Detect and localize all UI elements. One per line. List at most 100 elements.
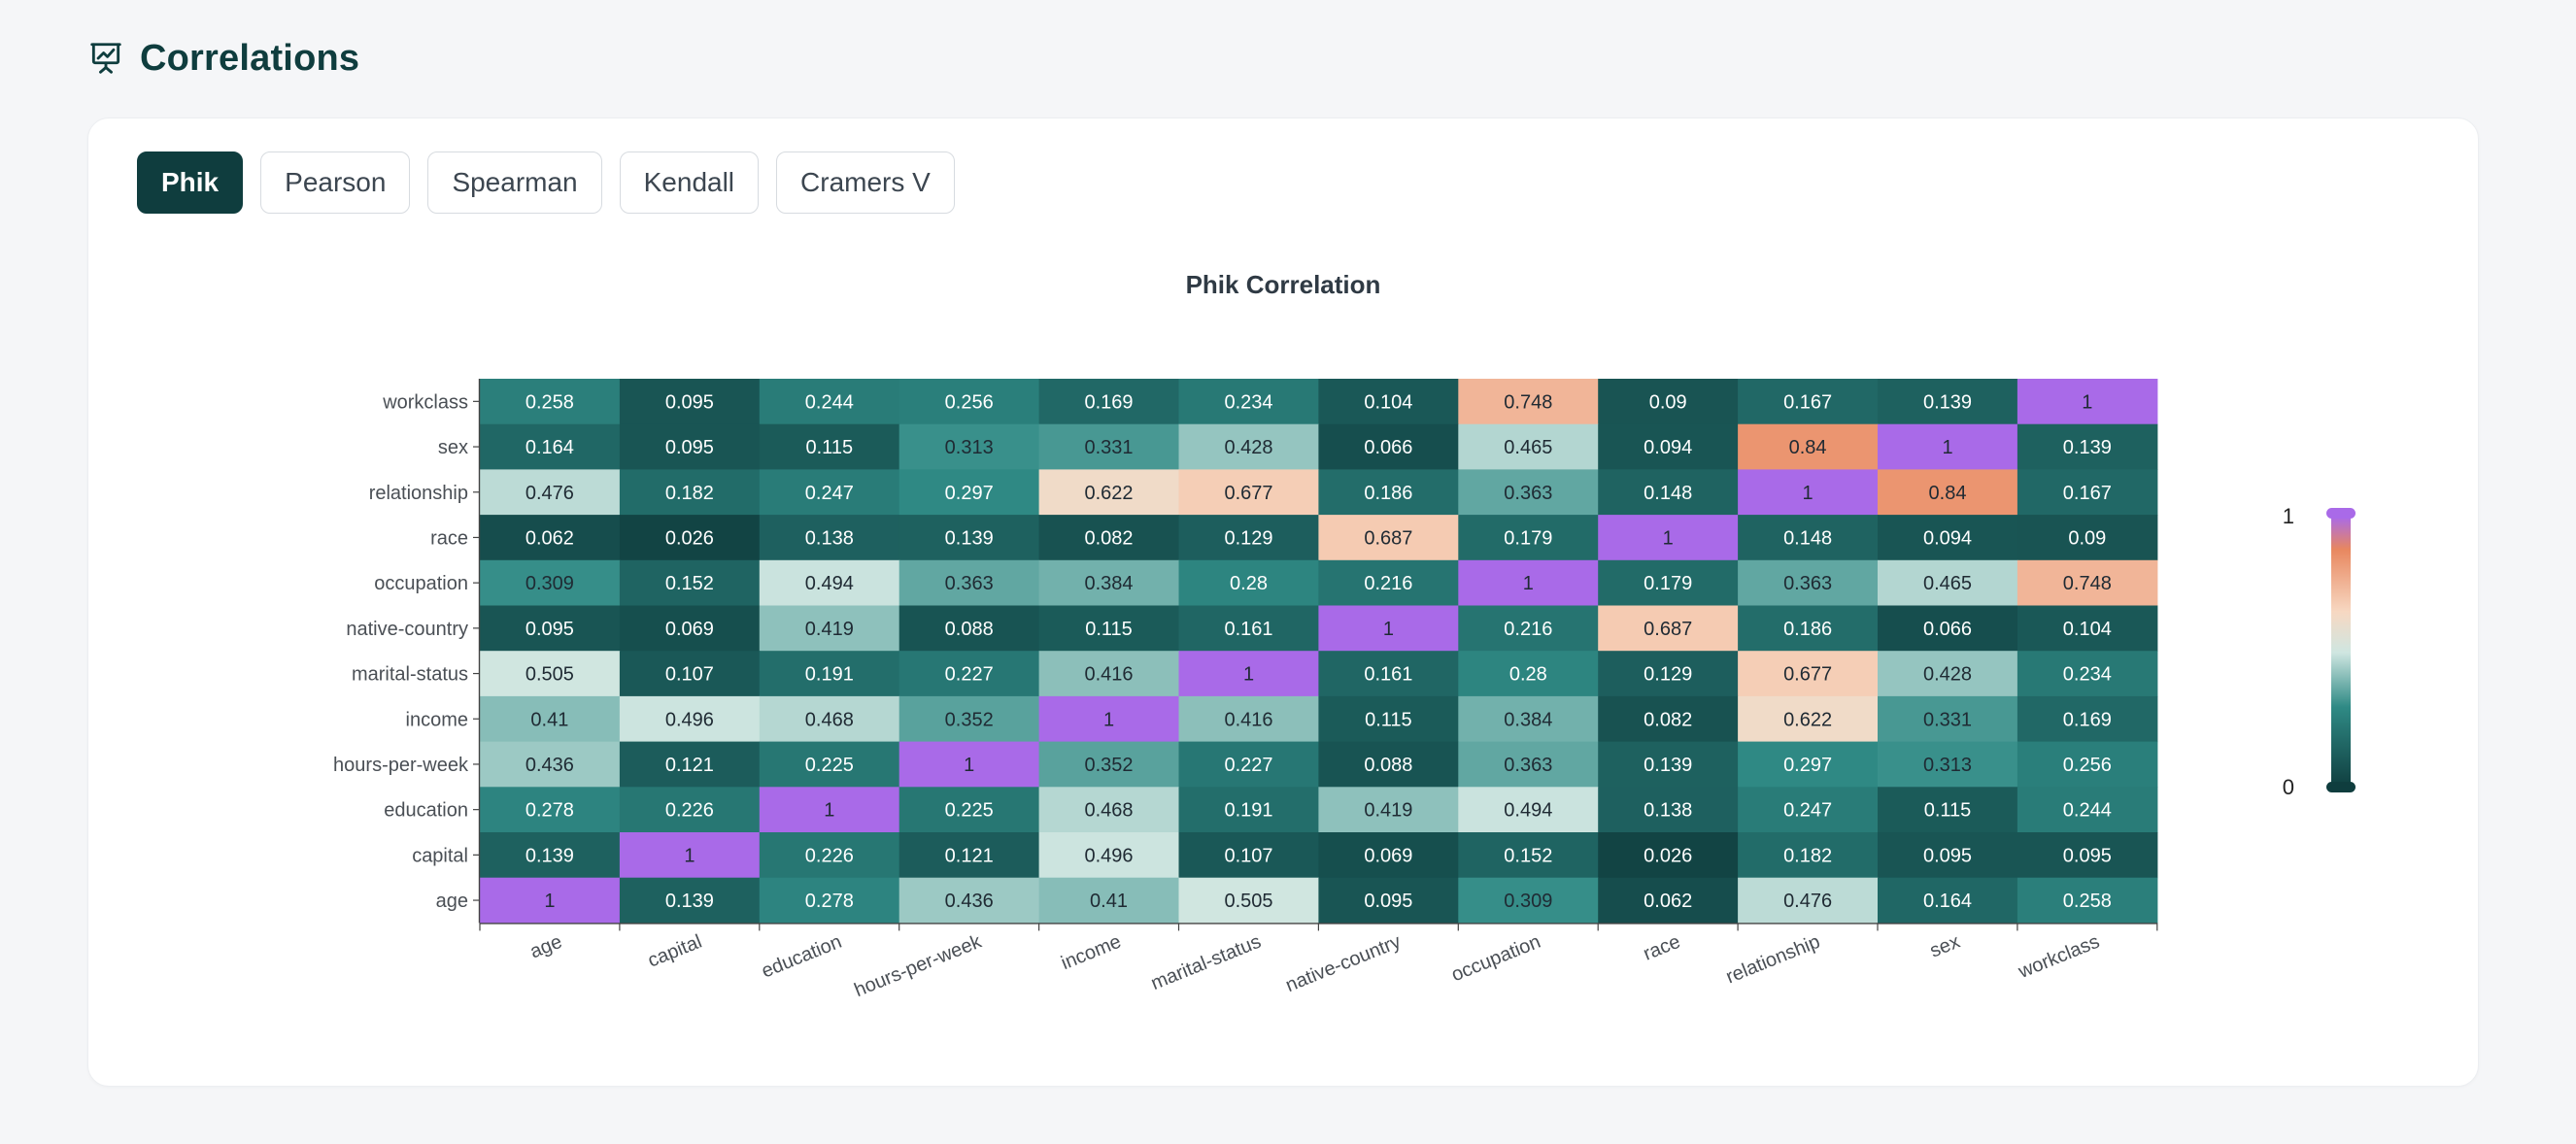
heatmap-cell[interactable] (1598, 651, 1739, 697)
heatmap-cell[interactable] (2017, 469, 2158, 516)
heatmap-cell[interactable] (480, 559, 621, 607)
heatmap-cell[interactable] (1458, 605, 1599, 652)
heatmap-cell[interactable] (2017, 559, 2158, 607)
heatmap-cell[interactable] (480, 469, 621, 516)
heatmap-cell[interactable] (1038, 741, 1180, 788)
heatmap-cell[interactable] (1458, 832, 1599, 879)
heatmap-cell[interactable] (1598, 559, 1739, 607)
tab-phik[interactable]: Phik (137, 151, 244, 214)
heatmap-cell[interactable] (1038, 469, 1180, 516)
heatmap-cell[interactable] (1458, 423, 1599, 470)
heatmap-cell[interactable] (898, 515, 1040, 561)
heatmap-cell[interactable] (898, 651, 1040, 697)
heatmap-cell[interactable] (759, 515, 900, 561)
tab-spearman[interactable]: Spearman (427, 151, 602, 214)
heatmap-cell[interactable] (1878, 787, 2018, 833)
heatmap-cell[interactable] (1178, 379, 1320, 425)
heatmap-cell[interactable] (2017, 877, 2158, 924)
heatmap-cell[interactable] (759, 787, 900, 833)
heatmap-cell[interactable] (1878, 379, 2018, 425)
heatmap-cell[interactable] (2017, 605, 2158, 652)
heatmap-cell[interactable] (759, 423, 900, 470)
heatmap-cell[interactable] (1878, 469, 2018, 516)
heatmap-cell[interactable] (1738, 741, 1879, 788)
heatmap-cell[interactable] (1178, 605, 1320, 652)
heatmap-cell[interactable] (1598, 695, 1739, 743)
heatmap-cell[interactable] (480, 515, 621, 561)
heatmap-cell[interactable] (619, 877, 761, 924)
heatmap-cell[interactable] (1878, 515, 2018, 561)
heatmap-cell[interactable] (480, 379, 621, 425)
heatmap-cell[interactable] (1318, 877, 1459, 924)
heatmap-cell[interactable] (1738, 469, 1879, 516)
heatmap-cell[interactable] (619, 605, 761, 652)
heatmap-cell[interactable] (759, 605, 900, 652)
heatmap-cell[interactable] (1178, 559, 1320, 607)
heatmap-cell[interactable] (898, 741, 1040, 788)
heatmap-cell[interactable] (2017, 787, 2158, 833)
heatmap-cell[interactable] (619, 651, 761, 697)
heatmap-cell[interactable] (1458, 469, 1599, 516)
heatmap-cell[interactable] (1038, 832, 1180, 879)
heatmap-cell[interactable] (619, 379, 761, 425)
heatmap-cell[interactable] (759, 877, 900, 924)
heatmap-cell[interactable] (1458, 379, 1599, 425)
tab-cramers-v[interactable]: Cramers V (776, 151, 955, 214)
heatmap-cell[interactable] (1318, 787, 1459, 833)
heatmap-cell[interactable] (1458, 651, 1599, 697)
heatmap-cell[interactable] (2017, 832, 2158, 879)
heatmap-cell[interactable] (619, 559, 761, 607)
heatmap-cell[interactable] (1738, 695, 1879, 743)
heatmap-cell[interactable] (1038, 787, 1180, 833)
tab-kendall[interactable]: Kendall (619, 151, 760, 214)
heatmap-cell[interactable] (1038, 695, 1180, 743)
heatmap-cell[interactable] (480, 423, 621, 470)
heatmap-cell[interactable] (1458, 515, 1599, 561)
heatmap-cell[interactable] (759, 741, 900, 788)
heatmap-cell[interactable] (1598, 787, 1739, 833)
heatmap-cell[interactable] (2017, 515, 2158, 561)
heatmap-cell[interactable] (759, 469, 900, 516)
heatmap-cell[interactable] (1318, 379, 1459, 425)
heatmap-cell[interactable] (759, 651, 900, 697)
heatmap-cell[interactable] (1038, 559, 1180, 607)
heatmap-cell[interactable] (1458, 695, 1599, 743)
heatmap-cell[interactable] (619, 423, 761, 470)
heatmap-cell[interactable] (1598, 605, 1739, 652)
heatmap-cell[interactable] (1738, 515, 1879, 561)
heatmap-cell[interactable] (898, 469, 1040, 516)
heatmap-cell[interactable] (1598, 741, 1739, 788)
heatmap-cell[interactable] (619, 787, 761, 833)
heatmap-cell[interactable] (619, 832, 761, 879)
heatmap-cell[interactable] (1178, 651, 1320, 697)
heatmap-cell[interactable] (1318, 423, 1459, 470)
heatmap-cell[interactable] (1598, 832, 1739, 879)
heatmap-cell[interactable] (1178, 787, 1320, 833)
heatmap-cell[interactable] (1878, 741, 2018, 788)
heatmap-cell[interactable] (898, 832, 1040, 879)
legend-max-handle[interactable] (2326, 508, 2356, 519)
heatmap-cell[interactable] (1458, 877, 1599, 924)
heatmap-cell[interactable] (1598, 515, 1739, 561)
heatmap-cell[interactable] (1178, 695, 1320, 743)
heatmap-cell[interactable] (480, 741, 621, 788)
heatmap-cell[interactable] (1178, 832, 1320, 879)
heatmap-cell[interactable] (1038, 379, 1180, 425)
heatmap-cell[interactable] (898, 605, 1040, 652)
heatmap-cell[interactable] (1318, 695, 1459, 743)
heatmap-cell[interactable] (1038, 651, 1180, 697)
heatmap-cell[interactable] (1038, 423, 1180, 470)
heatmap-cell[interactable] (1318, 559, 1459, 607)
heatmap-cell[interactable] (898, 423, 1040, 470)
heatmap-cell[interactable] (1318, 515, 1459, 561)
heatmap-cell[interactable] (898, 559, 1040, 607)
heatmap-cell[interactable] (1318, 605, 1459, 652)
heatmap-cell[interactable] (759, 559, 900, 607)
heatmap-cell[interactable] (1878, 877, 2018, 924)
heatmap-cell[interactable] (759, 832, 900, 879)
heatmap-cell[interactable] (480, 605, 621, 652)
heatmap-cell[interactable] (1318, 832, 1459, 879)
heatmap-cell[interactable] (1318, 469, 1459, 516)
heatmap-cell[interactable] (1458, 787, 1599, 833)
heatmap-cell[interactable] (1878, 605, 2018, 652)
